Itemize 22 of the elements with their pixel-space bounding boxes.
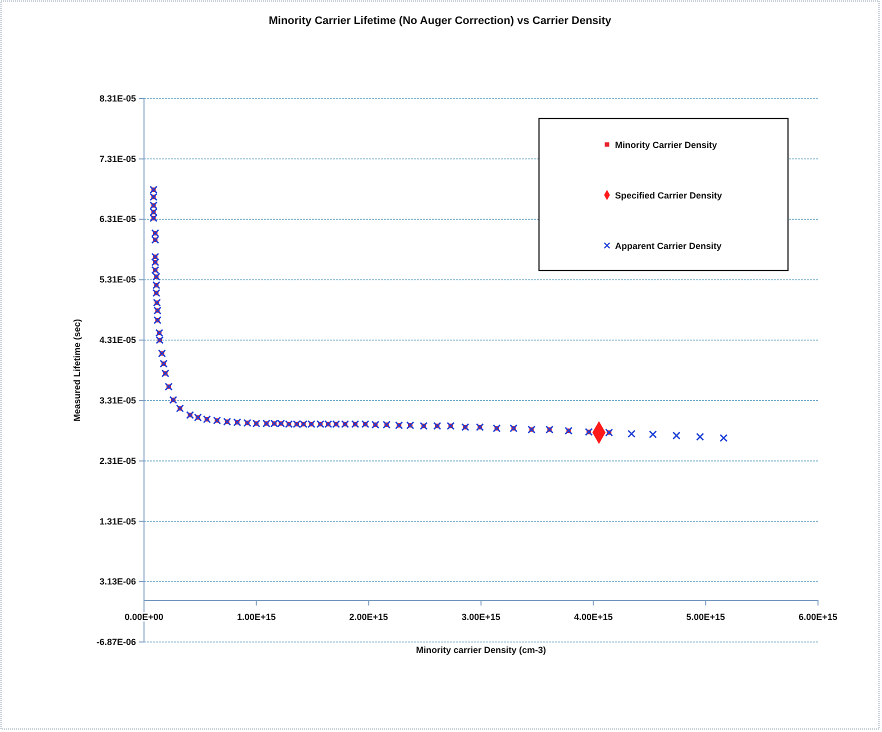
y-axis-title: Measured Lifetime (sec)	[72, 318, 82, 422]
chart-title: Minority Carrier Lifetime (No Auger Correction) vs Carrier Density	[268, 15, 612, 27]
x-tick-label: 3.00E+15	[462, 612, 500, 622]
y-tick-label: 2.31E-05	[99, 456, 136, 466]
legend-label: Specified Carrier Density	[615, 190, 722, 200]
y-tick-label: 4.31E-05	[99, 335, 136, 346]
x-tick-label: 2.00E+15	[349, 612, 388, 622]
x-axis-title: Minority carrier Density (cm-3)	[416, 645, 546, 655]
y-tick-label: 7.31E-05	[99, 154, 136, 164]
y-tick-label: 6.31E-05	[99, 214, 136, 224]
y-tick-label: 5.31E-05	[99, 274, 136, 285]
y-tick-label: 1.31E-05	[99, 516, 136, 526]
y-tick-label: -6.87E-06	[96, 636, 136, 647]
x-tick-label: 4.00E+15	[574, 612, 613, 622]
y-tick-label: 8.31E-05	[99, 93, 136, 104]
legend-label: Apparent Carrier Density	[615, 241, 722, 251]
y-tick-label: 3.31E-05	[99, 395, 136, 406]
x-tick-label: 1.00E+15	[236, 612, 276, 622]
legend-label: Minority Carrier Density	[615, 140, 718, 150]
y-tick-label: 3.13E-06	[99, 576, 136, 586]
x-tick-label: 6.00E+15	[798, 612, 838, 622]
x-tick-label: 5.00E+15	[686, 612, 726, 622]
